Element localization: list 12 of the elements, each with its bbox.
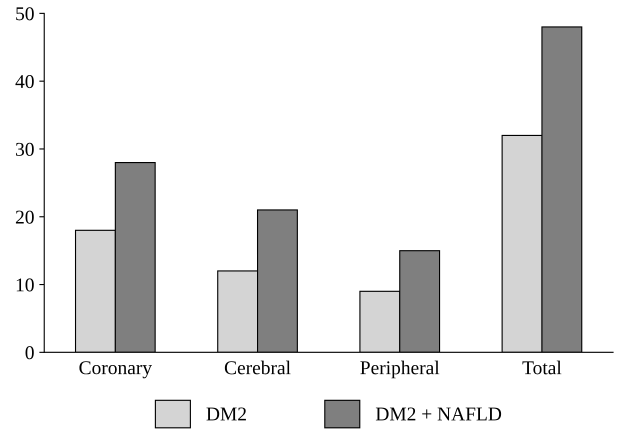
legend-label: DM2 (206, 408, 246, 420)
y-tick-label: 30 (16, 142, 34, 156)
y-tick-label: 40 (15, 74, 34, 88)
y-tick-label: 10 (16, 278, 34, 292)
x-tick-label: Coronary (79, 361, 152, 378)
x-tick-label: Cerebral (224, 360, 291, 374)
y-tick-label: 50 (16, 7, 34, 20)
legend-label: DM2 + NAFLD (376, 408, 502, 420)
y-tick-label: 0 (26, 346, 34, 360)
x-tick-label: Total (522, 360, 562, 374)
x-tick-label: Peripheral (360, 360, 440, 378)
y-tick-label: 20 (16, 210, 34, 224)
